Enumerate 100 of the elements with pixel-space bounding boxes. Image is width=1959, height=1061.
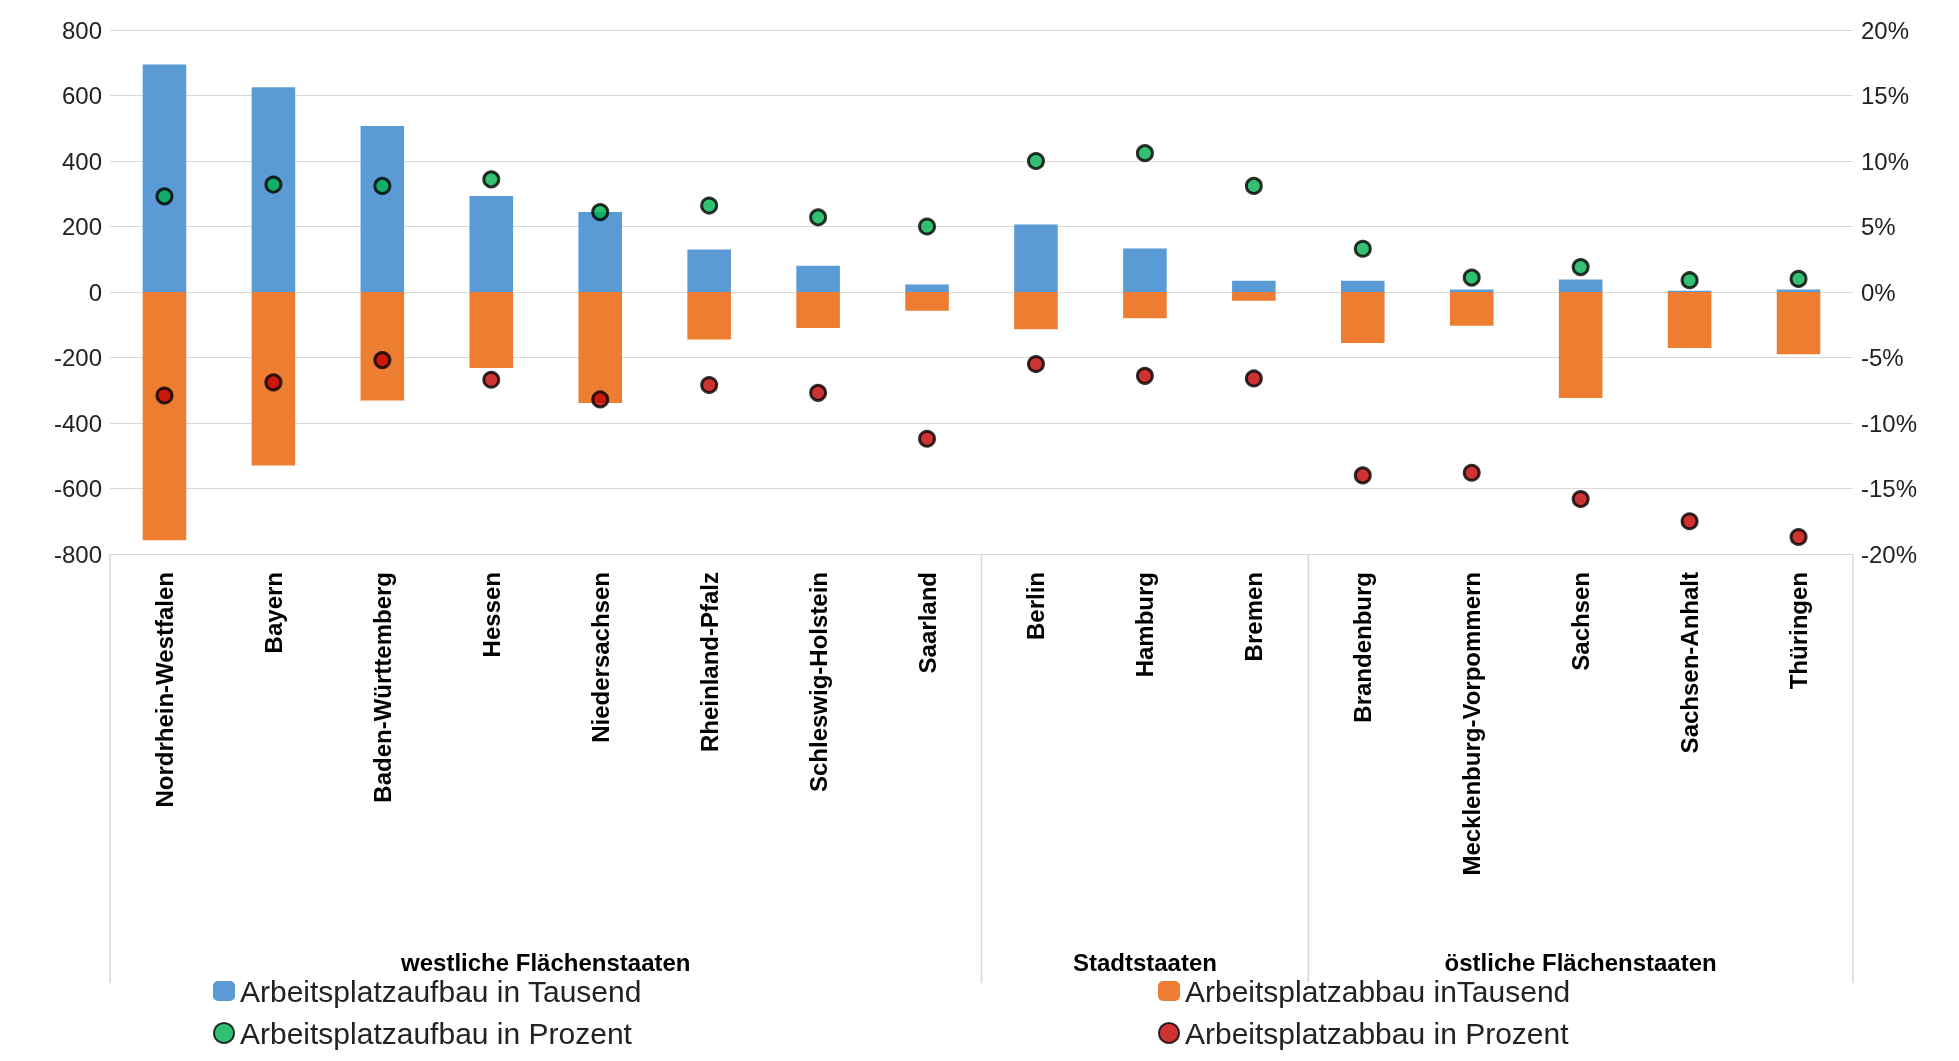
x-tick-label: Berlin [1022,572,1050,641]
point [1789,269,1808,288]
bar [1123,292,1167,319]
x-tick-label: Hamburg [1131,572,1159,678]
y2-tick-label: 5% [1861,213,1896,240]
bar [578,292,623,404]
bar [905,284,949,292]
y-tick-label: -800 [53,540,102,568]
point [1571,489,1590,508]
legend-label: Arbeitsplatzabbau inTausend [1185,974,1571,1008]
legend-label: Arbeitsplatzaufbau in Prozent [240,1016,633,1050]
point [700,196,719,215]
point [264,373,283,392]
point [1462,463,1481,482]
x-tick-label: Niedersachsen [586,572,614,743]
text: westliche Flächenstaaten [400,948,691,976]
point [1680,271,1699,290]
point [591,390,610,409]
point [591,203,610,222]
point [1026,355,1045,374]
point [1135,366,1154,385]
y2-tick-label: -5% [1861,344,1904,371]
y-tick-label: -600 [53,475,102,502]
y2-tick-label: 20% [1861,16,1910,44]
bar [1776,289,1821,292]
bar [469,292,514,368]
bar [469,196,514,292]
point [373,351,392,370]
bar [251,87,296,292]
bar [796,292,840,329]
point [373,176,392,195]
bar [796,265,840,292]
point [482,170,501,189]
y-tick-label: 200 [61,213,102,240]
y-tick-label: 600 [61,82,102,109]
point [1353,466,1372,485]
bar [1014,292,1058,330]
bar [1449,289,1494,292]
point [1135,144,1154,163]
bar [1558,292,1603,399]
y2-tick-label: 15% [1861,82,1910,109]
x-tick-label: Sachsen-Anhalt [1676,572,1704,754]
x-tick-label: Rheinland-Pfalz [695,572,723,753]
x-tick-label: Thüringen [1785,572,1813,690]
y-tick-label: 400 [61,147,102,175]
y2-tick-label: 10% [1861,147,1910,175]
bar [905,292,949,311]
point [1244,176,1263,195]
point [1026,152,1045,170]
bar [1449,292,1494,326]
x-tick-label: Brandenburg [1349,572,1377,723]
point [918,217,937,236]
y-tick-label: -200 [53,344,102,371]
bar [1123,248,1167,292]
bar [1340,280,1385,292]
x-tick-label: Bremen [1240,572,1268,662]
bar [142,292,187,541]
y2-tick-label: 0% [1861,278,1896,306]
point [809,383,828,402]
point [1789,527,1808,546]
y2-tick-label: -20% [1861,540,1918,568]
x-tick-label: Baden-Württemberg [368,572,396,803]
point [1353,239,1372,258]
point [1571,258,1590,277]
y-tick-label: -400 [53,409,102,437]
bar [142,64,187,292]
legend-label: Arbeitsplatzaufbau in Tausend [240,974,642,1008]
bar [1667,292,1712,348]
bar [251,292,296,466]
x-tick-label: Nordrhein-Westfalen [150,572,178,808]
x-tick-label: Schleswig-Holstein [804,572,832,793]
bar [1232,280,1276,292]
x-tick-label: Sachsen [1567,572,1595,671]
point [1244,369,1263,388]
bar [578,212,623,292]
point [1680,512,1699,531]
x-tick-label: Bayern [259,572,287,654]
bar [1776,292,1821,355]
x-tick-label: Hessen [477,572,505,658]
point [918,429,937,448]
y-tick-label: 0 [88,278,102,306]
legend-label: Arbeitsplatzabbau in Prozent [1185,1016,1570,1050]
point [155,386,174,405]
bar [1232,292,1276,301]
x-tick-label: Saarland [913,572,941,674]
y-tick-label: 800 [61,16,102,44]
bar [687,292,731,340]
point [155,187,174,206]
text: östliche Flächenstaaten [1444,948,1717,976]
bar [1558,279,1603,292]
point [1462,268,1481,287]
bar [360,125,405,292]
bar [687,249,731,292]
text: Stadtstaaten [1072,948,1217,976]
x-tick-label: Mecklenburg-Vorpommern [1458,572,1486,876]
bar [1340,292,1385,344]
point [809,208,828,227]
point [700,376,719,395]
bar [1014,224,1058,292]
bar [360,292,405,401]
